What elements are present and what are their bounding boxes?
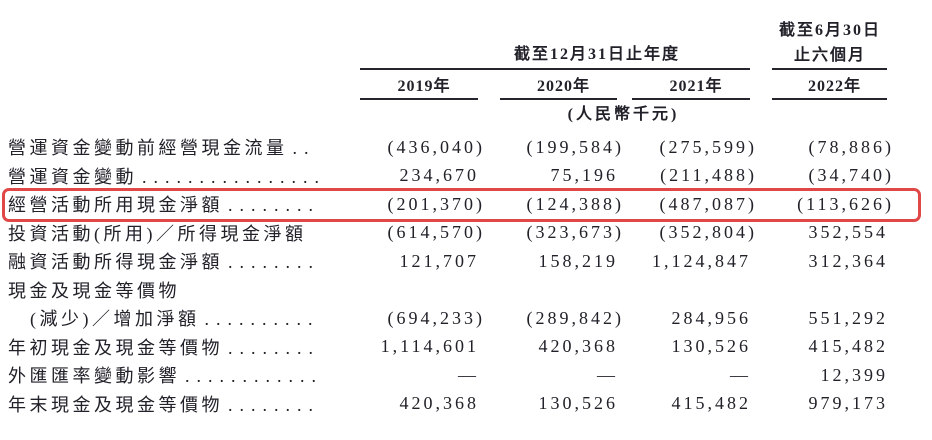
interim-period-header-line1: 截至6月30日 xyxy=(778,22,881,39)
value-cell: (614,570) xyxy=(387,222,485,243)
interim-group-rule xyxy=(772,68,887,70)
value-cell: 420,368 xyxy=(399,393,479,414)
value-cell: 312,364 xyxy=(808,250,888,271)
value-cell: — xyxy=(458,364,479,385)
row-label: 營運資金變動前經營現金流量.. xyxy=(8,133,360,162)
value-cell: 130,526 xyxy=(671,336,751,357)
value-cell: (275,599) xyxy=(659,136,757,157)
table-row-cash-at-beginning: 年初現金及現金等價物........ 1,114,601 420,368 130… xyxy=(8,333,894,362)
value-cell: 121,707 xyxy=(399,250,479,271)
dot-leader: ................ xyxy=(142,166,326,187)
dot-leader: ........ xyxy=(228,195,320,216)
row-label-text: 年末現金及現金等價物 xyxy=(8,394,223,415)
value-cell: 12,399 xyxy=(820,364,888,385)
value-cell: (211,488) xyxy=(660,165,757,186)
value-cell: — xyxy=(730,364,751,385)
value-cell: (436,040) xyxy=(387,136,485,157)
table-row-fx-effect: 外匯匯率變動影響............ — — — 12,399 xyxy=(8,361,894,390)
table-row-investing-activities: 投資活動(所用)／所得現金淨額 (614,570) (323,673) (352… xyxy=(8,219,894,248)
row-label: 營運資金變動................ xyxy=(8,162,360,191)
dot-leader: .......... xyxy=(204,309,320,330)
value-cell: (487,087) xyxy=(659,193,757,214)
value-cell: 979,173 xyxy=(808,393,888,414)
value-cell: 352,554 xyxy=(808,222,888,243)
value-cell: (199,584) xyxy=(526,136,624,157)
value-cell: 415,482 xyxy=(671,393,751,414)
value-cell xyxy=(757,276,894,305)
table-row-net-cash-used-in-operating: 經營活動所用現金淨額........ (201,370) (124,388) (… xyxy=(8,190,894,219)
year-column-header-2019: 2019年 xyxy=(360,76,478,100)
table-row-working-capital-changes: 營運資金變動................ 234,670 75,196 (2… xyxy=(8,162,894,191)
value-cell: (323,673) xyxy=(526,222,624,243)
row-label-text: 營運資金變動前經營現金流量 xyxy=(8,138,288,159)
value-cell xyxy=(485,276,624,305)
value-cell: 415,482 xyxy=(808,336,888,357)
currency-unit-label: (人民幣千元) xyxy=(567,106,680,123)
value-cell: 75,196 xyxy=(550,165,618,186)
value-cell: 1,114,601 xyxy=(380,336,479,357)
table-row-net-decrease-increase: (減少)／增加淨額.......... (694,233) (289,842) … xyxy=(8,304,894,333)
value-cell: 234,670 xyxy=(399,165,479,186)
value-cell: (352,804) xyxy=(659,222,757,243)
value-cell: (694,233) xyxy=(387,307,485,328)
value-cell: (113,626) xyxy=(797,193,894,214)
dot-leader: ........ xyxy=(228,252,320,273)
row-label: 外匯匯率變動影響............ xyxy=(8,361,360,390)
value-cell xyxy=(360,276,485,305)
row-label-text: 融資活動所得現金淨額 xyxy=(8,252,223,273)
value-cell xyxy=(624,276,757,305)
row-label: 融資活動所得現金淨額........ xyxy=(8,247,360,276)
row-label: 年末現金及現金等價物........ xyxy=(8,390,360,419)
value-cell: (201,370) xyxy=(387,193,485,214)
table-row-cash-equivalents-caption: 現金及現金等價物 xyxy=(8,276,894,305)
table-row-operating-cash-before-wc: 營運資金變動前經營現金流量.. (436,040) (199,584) (275… xyxy=(8,133,894,162)
row-label-text: 現金及現金等價物 xyxy=(8,280,180,301)
value-cell: 130,526 xyxy=(538,393,618,414)
row-label: 現金及現金等價物 xyxy=(8,276,360,305)
value-cell: — xyxy=(597,364,618,385)
year-column-header-2022: 2022年 xyxy=(772,76,887,100)
value-cell: (289,842) xyxy=(526,307,624,328)
year-column-header-2021: 2021年 xyxy=(632,76,750,100)
value-cell: 1,124,847 xyxy=(652,250,751,271)
annual-group-rule xyxy=(360,68,750,70)
value-cell: 420,368 xyxy=(538,336,618,357)
row-label-text: 投資活動(所用)／所得現金淨額 xyxy=(8,223,307,244)
row-label-text: 經營活動所用現金淨額 xyxy=(8,195,223,216)
dot-leader: ........ xyxy=(228,337,320,358)
row-label: 經營活動所用現金淨額........ xyxy=(8,190,360,219)
value-cell: 551,292 xyxy=(808,307,888,328)
dot-leader: .. xyxy=(292,138,316,159)
value-cell: 284,956 xyxy=(671,307,751,328)
interim-period-header-line2: 止六個月 xyxy=(793,47,866,64)
value-cell: (124,388) xyxy=(526,193,624,214)
cash-flow-table: 營運資金變動前經營現金流量.. (436,040) (199,584) (275… xyxy=(8,133,894,418)
value-cell: (78,886) xyxy=(808,136,894,157)
dot-leader: ........ xyxy=(228,394,320,415)
row-label: (減少)／增加淨額.......... xyxy=(8,304,360,333)
row-label-text: 年初現金及現金等價物 xyxy=(8,337,223,358)
year-column-header-2020: 2020年 xyxy=(500,76,617,100)
table-row-financing-activities: 融資活動所得現金淨額........ 121,707 158,219 1,124… xyxy=(8,247,894,276)
row-label-text: (減少)／增加淨額 xyxy=(30,309,200,330)
row-label: 投資活動(所用)／所得現金淨額 xyxy=(8,219,360,248)
annual-period-group-header: 截至12月31日止年度 xyxy=(513,46,680,63)
value-cell: 158,219 xyxy=(538,250,618,271)
row-label: 年初現金及現金等價物........ xyxy=(8,333,360,362)
dot-leader: ............ xyxy=(185,366,323,387)
row-label-text: 外匯匯率變動影響 xyxy=(8,366,180,387)
value-cell: (34,740) xyxy=(808,165,894,186)
row-label-text: 營運資金變動 xyxy=(8,166,137,187)
table-row-cash-at-end: 年末現金及現金等價物........ 420,368 130,526 415,4… xyxy=(8,390,894,419)
